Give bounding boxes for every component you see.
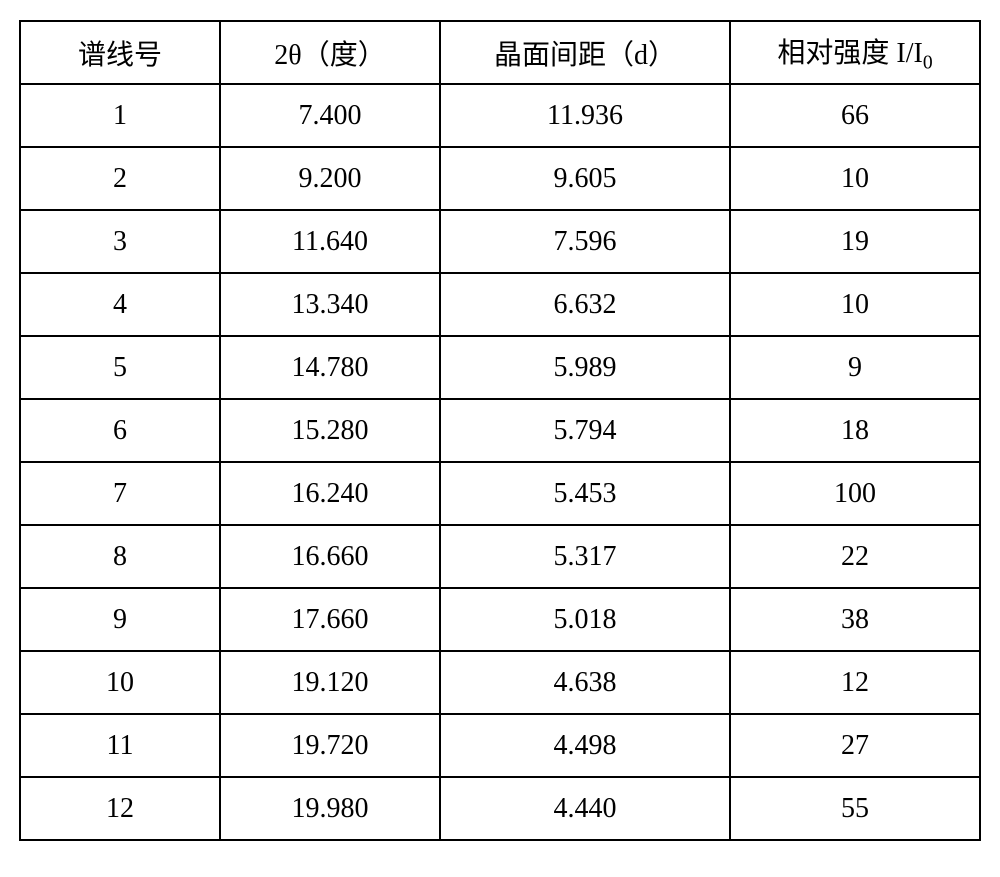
table-row: 7 16.240 5.453 100 [20,462,980,525]
cell-two-theta: 16.660 [220,525,440,588]
cell-d-spacing: 7.596 [440,210,730,273]
cell-line-number: 9 [20,588,220,651]
cell-d-spacing: 4.498 [440,714,730,777]
cell-d-spacing: 4.638 [440,651,730,714]
cell-two-theta: 19.720 [220,714,440,777]
table-row: 8 16.660 5.317 22 [20,525,980,588]
cell-intensity: 55 [730,777,980,840]
header-intensity-prefix: 相对强度 I/I [777,38,922,69]
cell-intensity: 22 [730,525,980,588]
cell-line-number: 10 [20,651,220,714]
header-d-spacing: 晶面间距（d） [440,21,730,84]
cell-line-number: 11 [20,714,220,777]
cell-line-number: 12 [20,777,220,840]
table-body: 1 7.400 11.936 66 2 9.200 9.605 10 3 11.… [20,84,980,840]
table-row: 10 19.120 4.638 12 [20,651,980,714]
cell-d-spacing: 5.453 [440,462,730,525]
cell-line-number: 7 [20,462,220,525]
xrd-data-table: 谱线号 2θ（度） 晶面间距（d） 相对强度 I/I0 1 7.400 11.9… [19,20,981,841]
cell-two-theta: 13.340 [220,273,440,336]
cell-two-theta: 15.280 [220,399,440,462]
header-relative-intensity: 相对强度 I/I0 [730,21,980,84]
table-header-row: 谱线号 2θ（度） 晶面间距（d） 相对强度 I/I0 [20,21,980,84]
cell-line-number: 4 [20,273,220,336]
cell-intensity: 100 [730,462,980,525]
cell-d-spacing: 5.317 [440,525,730,588]
table-row: 2 9.200 9.605 10 [20,147,980,210]
cell-d-spacing: 5.794 [440,399,730,462]
cell-line-number: 5 [20,336,220,399]
cell-intensity: 10 [730,273,980,336]
table-row: 9 17.660 5.018 38 [20,588,980,651]
cell-two-theta: 19.980 [220,777,440,840]
cell-two-theta: 11.640 [220,210,440,273]
cell-intensity: 18 [730,399,980,462]
table-row: 4 13.340 6.632 10 [20,273,980,336]
cell-intensity: 9 [730,336,980,399]
cell-intensity: 10 [730,147,980,210]
cell-d-spacing: 11.936 [440,84,730,147]
cell-intensity: 66 [730,84,980,147]
cell-two-theta: 17.660 [220,588,440,651]
table-row: 12 19.980 4.440 55 [20,777,980,840]
cell-d-spacing: 4.440 [440,777,730,840]
header-two-theta: 2θ（度） [220,21,440,84]
cell-two-theta: 7.400 [220,84,440,147]
cell-line-number: 6 [20,399,220,462]
header-intensity-subscript: 0 [923,52,933,73]
cell-two-theta: 16.240 [220,462,440,525]
cell-d-spacing: 6.632 [440,273,730,336]
cell-line-number: 8 [20,525,220,588]
table-row: 5 14.780 5.989 9 [20,336,980,399]
cell-intensity: 19 [730,210,980,273]
table-row: 1 7.400 11.936 66 [20,84,980,147]
cell-line-number: 3 [20,210,220,273]
table-row: 3 11.640 7.596 19 [20,210,980,273]
cell-d-spacing: 5.989 [440,336,730,399]
cell-intensity: 12 [730,651,980,714]
cell-d-spacing: 5.018 [440,588,730,651]
cell-line-number: 2 [20,147,220,210]
cell-d-spacing: 9.605 [440,147,730,210]
cell-line-number: 1 [20,84,220,147]
cell-intensity: 38 [730,588,980,651]
cell-intensity: 27 [730,714,980,777]
table-row: 6 15.280 5.794 18 [20,399,980,462]
table-row: 11 19.720 4.498 27 [20,714,980,777]
cell-two-theta: 9.200 [220,147,440,210]
cell-two-theta: 19.120 [220,651,440,714]
header-line-number: 谱线号 [20,21,220,84]
cell-two-theta: 14.780 [220,336,440,399]
